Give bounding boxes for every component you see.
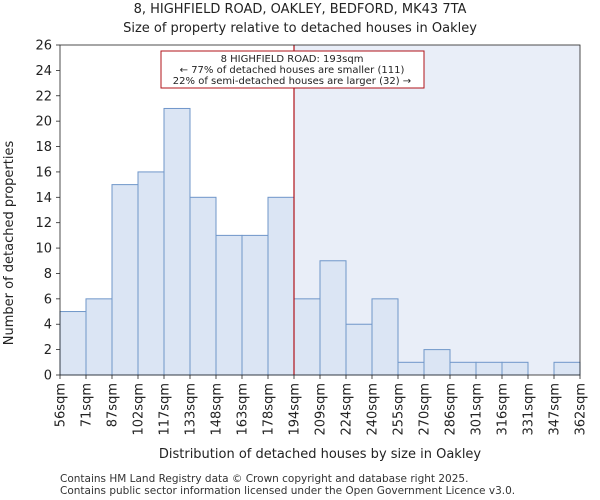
- x-tick-label: 347sqm: [548, 383, 563, 436]
- x-tick-label: 209sqm: [314, 383, 329, 436]
- footer-line-2: Contains public sector information licen…: [60, 485, 515, 497]
- bar-163sqm: [241, 234, 269, 376]
- x-tick-label: 270sqm: [418, 383, 433, 436]
- y-tick-label: 14: [35, 191, 52, 206]
- y-tick-label: 2: [44, 343, 52, 358]
- bar-56sqm: [59, 311, 87, 376]
- x-tick-label: 194sqm: [288, 383, 303, 436]
- chart-subtitle: Size of property relative to detached ho…: [123, 21, 477, 36]
- x-tick-label: 316sqm: [496, 383, 511, 436]
- bar-71sqm: [85, 298, 113, 376]
- x-tick-label: 102sqm: [132, 383, 147, 436]
- bar-194sqm: [293, 298, 321, 376]
- bar-87sqm: [111, 184, 139, 376]
- y-tick-label: 6: [44, 292, 52, 307]
- bar-224sqm: [345, 323, 373, 376]
- x-tick-label: 224sqm: [340, 383, 355, 436]
- x-tick-label: 71sqm: [80, 383, 95, 427]
- x-tick-label: 286sqm: [444, 383, 459, 436]
- bar-102sqm: [137, 171, 165, 376]
- bar-270sqm: [423, 349, 451, 376]
- x-tick-label: 117sqm: [158, 383, 173, 436]
- y-tick-label: 16: [35, 165, 52, 180]
- x-tick-label: 163sqm: [236, 383, 251, 436]
- bar-133sqm: [189, 196, 217, 376]
- x-tick-label: 56sqm: [54, 383, 69, 427]
- x-tick-label: 178sqm: [262, 383, 277, 436]
- x-tick-label: 331sqm: [522, 383, 537, 436]
- chart-title: 8, HIGHFIELD ROAD, OAKLEY, BEDFORD, MK43…: [134, 2, 467, 17]
- y-tick-label: 24: [35, 64, 52, 79]
- bar-316sqm: [501, 361, 529, 376]
- x-tick-label: 240sqm: [366, 383, 381, 436]
- annotation-box: 8 HIGHFIELD ROAD: 193sqm ← 77% of detach…: [160, 50, 425, 89]
- bar-148sqm: [215, 234, 243, 376]
- y-tick-label: 4: [44, 318, 52, 333]
- annotation-line-2: ← 77% of detached houses are smaller (11…: [180, 65, 405, 76]
- x-tick-label: 148sqm: [210, 383, 225, 436]
- annotation-line-3: 22% of semi-detached houses are larger (…: [173, 76, 411, 87]
- bar-178sqm: [267, 196, 295, 376]
- bars-group: [59, 107, 581, 376]
- bar-301sqm: [475, 361, 503, 376]
- y-tick-label: 22: [35, 89, 52, 104]
- y-tick-label: 10: [35, 242, 52, 257]
- x-tick-label: 87sqm: [106, 383, 121, 427]
- annotation-frame: [160, 50, 425, 89]
- x-tick-label: 362sqm: [574, 383, 589, 436]
- y-tick-label: 0: [44, 369, 52, 384]
- bar-286sqm: [449, 361, 477, 376]
- y-tick-label: 18: [35, 140, 52, 155]
- x-tick-label: 133sqm: [184, 383, 199, 436]
- bar-255sqm: [397, 361, 425, 376]
- y-tick-label: 20: [35, 115, 52, 130]
- bar-209sqm: [319, 260, 347, 376]
- y-tick-label: 8: [44, 267, 52, 282]
- y-tick-label: 12: [35, 216, 52, 231]
- annotation-line-1: 8 HIGHFIELD ROAD: 193sqm: [221, 54, 364, 65]
- x-tick-label: 255sqm: [392, 383, 407, 436]
- y-tick-label: 26: [35, 39, 52, 54]
- bar-240sqm: [371, 298, 399, 376]
- x-axis-label: Distribution of detached houses by size …: [159, 447, 482, 462]
- bar-347sqm: [553, 361, 581, 376]
- footer-line-1: Contains HM Land Registry data © Crown c…: [60, 473, 468, 485]
- x-axis-ticks: 56sqm 71sqm 87sqm 102sqm 117sqm 133sqm 148sqm 1…: [54, 375, 589, 436]
- x-tick-label: 301sqm: [470, 383, 485, 436]
- bar-117sqm: [163, 107, 191, 376]
- y-axis-label: Number of detached properties: [2, 141, 17, 346]
